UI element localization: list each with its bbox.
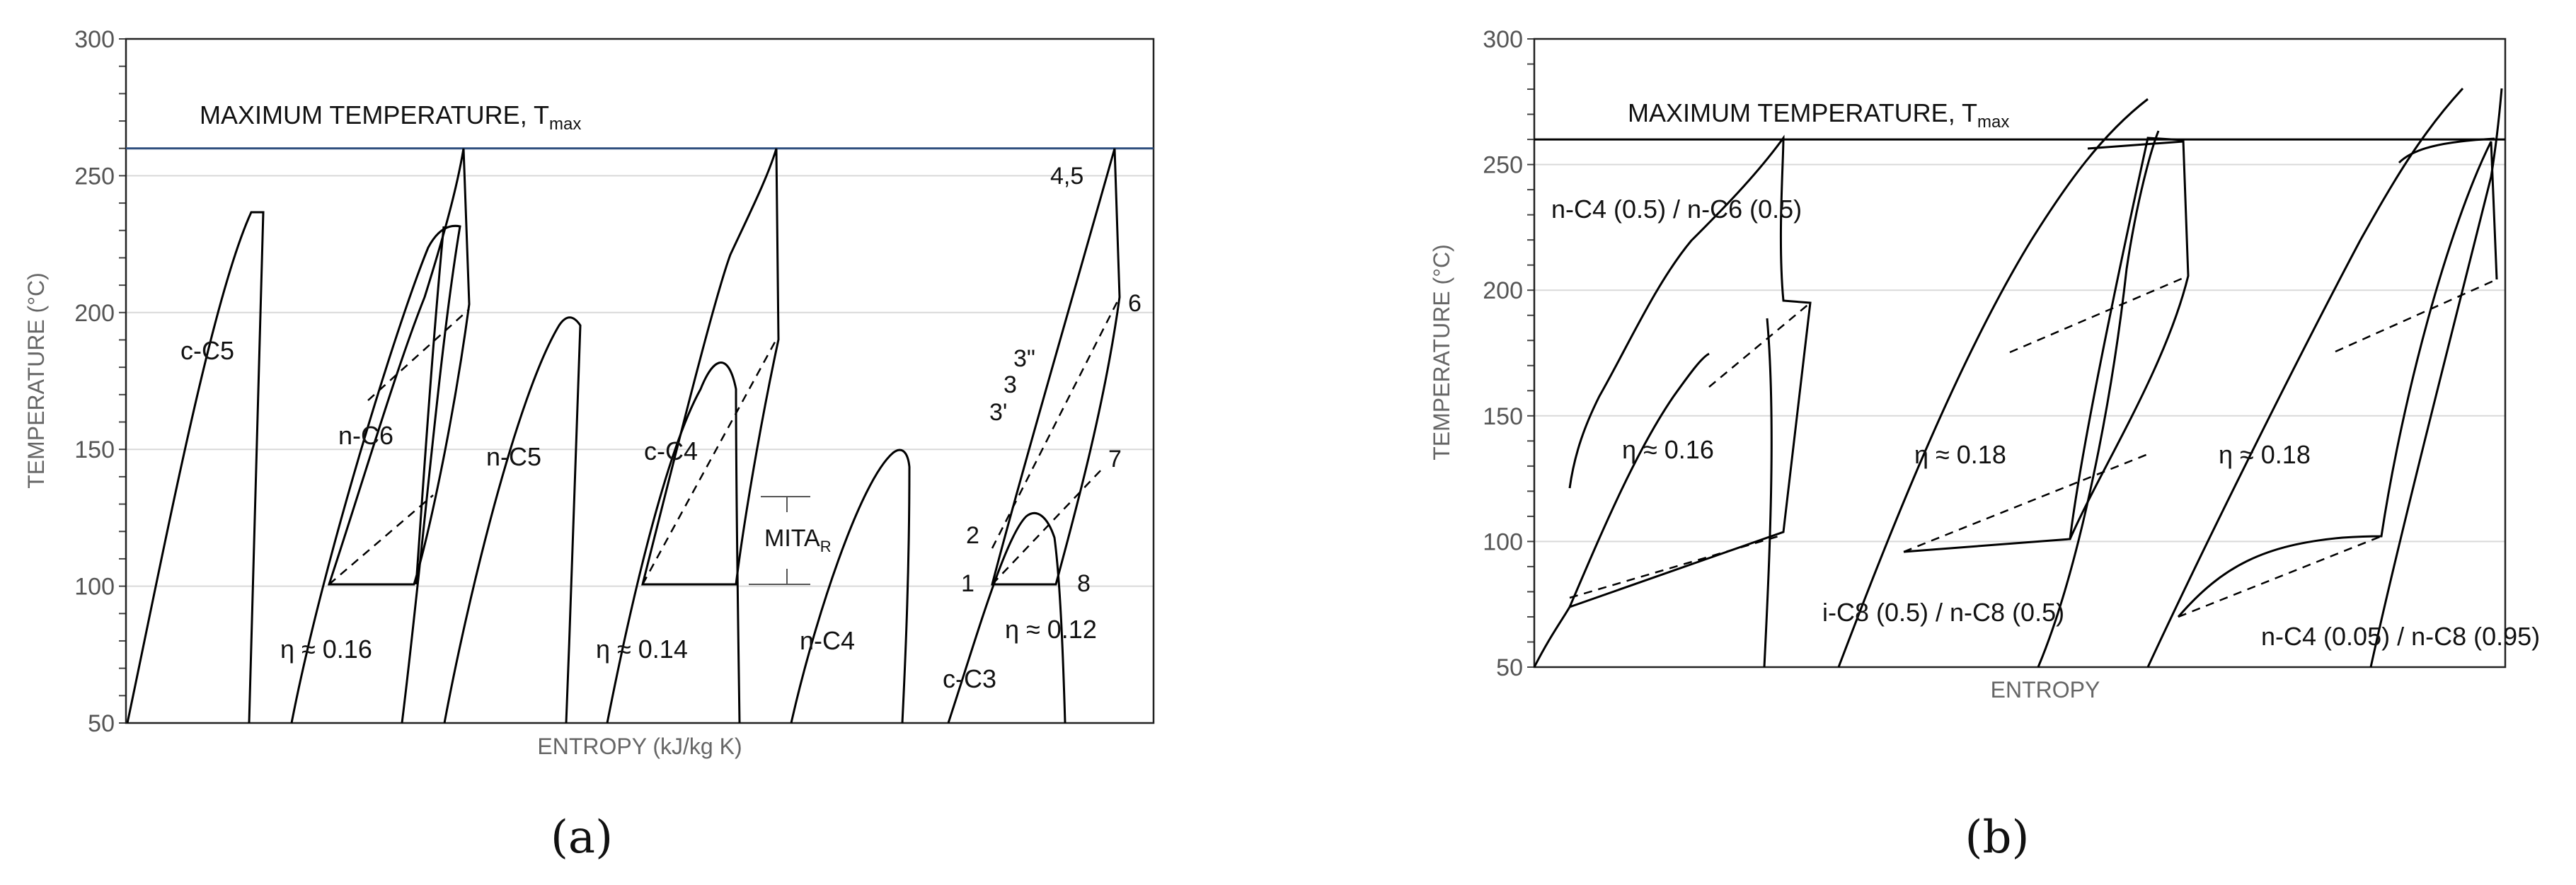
- y-tick-label: 300: [74, 26, 115, 53]
- annotations-b: MAXIMUM TEMPERATURE, Tmax n-C4 (0.5) / n…: [1551, 98, 2540, 651]
- y-tick-label: 200: [1483, 277, 1523, 304]
- dome-label: c-C4: [644, 436, 698, 465]
- panel-label-a: (a): [551, 811, 613, 864]
- dashed-lines-b: [1569, 274, 2497, 618]
- curves-a: [126, 148, 1121, 724]
- c-c4-cycle: [641, 148, 780, 586]
- n-c6-inner: [415, 226, 445, 585]
- grid-lines-a: [126, 175, 1154, 587]
- grid-lines-b: [1534, 163, 2505, 543]
- mixture-2-dome: [1837, 98, 2149, 668]
- dome-n-c4: [790, 449, 911, 724]
- x-axis-label-b: ENTROPY: [1991, 677, 2100, 702]
- state-point-label: 3": [1013, 345, 1035, 372]
- chart-panel-b: 50 100 150 200 250 300: [1429, 26, 2540, 864]
- dome-label: c-C5: [180, 336, 234, 365]
- y-tick-label: 150: [74, 436, 115, 463]
- state-point-label: 1: [961, 570, 974, 597]
- dome-label: n-C5: [486, 442, 541, 471]
- dome-label: c-C3: [943, 664, 996, 693]
- efficiency-label: η ≈ 0.16: [1622, 435, 1714, 464]
- mixture-3-top: [2398, 137, 2495, 164]
- state-point-label: 3': [989, 399, 1007, 426]
- efficiency-label: η ≈ 0.16: [280, 635, 372, 664]
- state-point-label: 7: [1108, 446, 1122, 473]
- dome-c-c3: [947, 511, 1066, 724]
- dome-c-c5: [126, 211, 265, 724]
- efficiency-label: η ≈ 0.12: [1005, 615, 1097, 644]
- mixture-1-inner: [1568, 352, 1710, 608]
- mixture-2-top: [2087, 140, 2184, 150]
- tmax-label-b: MAXIMUM TEMPERATURE, Tmax: [1628, 98, 2009, 132]
- efficiency-label: η ≈ 0.14: [596, 635, 688, 664]
- panel-label-b: (b): [1965, 811, 2030, 864]
- mixture-3-dome: [2146, 87, 2464, 668]
- dashed-lines-a: [328, 296, 1121, 585]
- mixture-1-cycle: [1568, 134, 1812, 608]
- plot-frame-b: [1533, 37, 2507, 669]
- plot-frame-a: [125, 37, 1155, 724]
- state-point-label: 4,5: [1050, 163, 1083, 190]
- y-tick-labels-a: 50 100 150 200 250 300: [74, 26, 115, 737]
- mixture-3-right: [2369, 88, 2503, 668]
- state-point-label: 6: [1128, 290, 1142, 317]
- c-c3-cycle: [991, 148, 1121, 586]
- y-tick-label: 300: [1483, 26, 1523, 53]
- minor-ticks-b: [1527, 38, 1534, 668]
- y-tick-label: 200: [74, 300, 115, 327]
- y-tick-label: 100: [1483, 528, 1523, 555]
- curves-b: [1533, 87, 2503, 668]
- mixture-label: n-C4 (0.5) / n-C6 (0.5): [1551, 195, 1802, 224]
- y-tick-labels-b: 50 100 150 200 250 300: [1483, 26, 1523, 681]
- mixture-label: i-C8 (0.5) / n-C8 (0.5): [1822, 598, 2064, 627]
- dome-label: n-C6: [338, 421, 393, 450]
- y-axis-label-b: TEMPERATURE (°C): [1429, 244, 1454, 461]
- state-point-label: 3: [1004, 371, 1017, 398]
- mixture-2-right: [2037, 130, 2160, 668]
- tmax-label-a: MAXIMUM TEMPERATURE, Tmax: [200, 100, 581, 134]
- dome-n-c5: [443, 316, 582, 724]
- state-point-label: 8: [1077, 570, 1091, 597]
- mixture-label: n-C4 (0.05) / n-C8 (0.95): [2261, 622, 2540, 651]
- dome-label: n-C4: [800, 626, 855, 655]
- mixture-3-cycle: [2177, 141, 2498, 618]
- n-c6-cycle: [327, 148, 471, 586]
- y-tick-label: 100: [74, 574, 115, 601]
- efficiency-label: η ≈ 0.18: [2219, 440, 2311, 469]
- annotations-a: MAXIMUM TEMPERATURE, Tmax c-C5 n-C6 n-C5…: [180, 100, 1142, 693]
- chart-panel-a: 50 100 150 200 250 300: [23, 26, 1155, 864]
- state-point-label: 2: [966, 522, 979, 549]
- mita-label: MITAR: [764, 525, 832, 555]
- y-tick-label: 150: [1483, 403, 1523, 430]
- mita-bracket: [749, 496, 810, 585]
- mixture-1-dew: [1763, 318, 1773, 668]
- efficiency-label: η ≈ 0.18: [1914, 440, 2006, 469]
- x-axis-label-a: ENTROPY (kJ/kg K): [537, 734, 742, 759]
- dome-c-c4: [606, 361, 741, 724]
- minor-ticks-a: [119, 38, 126, 724]
- y-axis-label-a: TEMPERATURE (°C): [23, 272, 49, 489]
- y-tick-label: 250: [1483, 152, 1523, 179]
- y-tick-label: 50: [1496, 654, 1523, 681]
- y-tick-label: 250: [74, 163, 115, 190]
- y-tick-label: 50: [88, 710, 115, 737]
- mixture-2-cycle: [1903, 137, 2190, 553]
- mixture-1-bubble: [1533, 606, 1571, 668]
